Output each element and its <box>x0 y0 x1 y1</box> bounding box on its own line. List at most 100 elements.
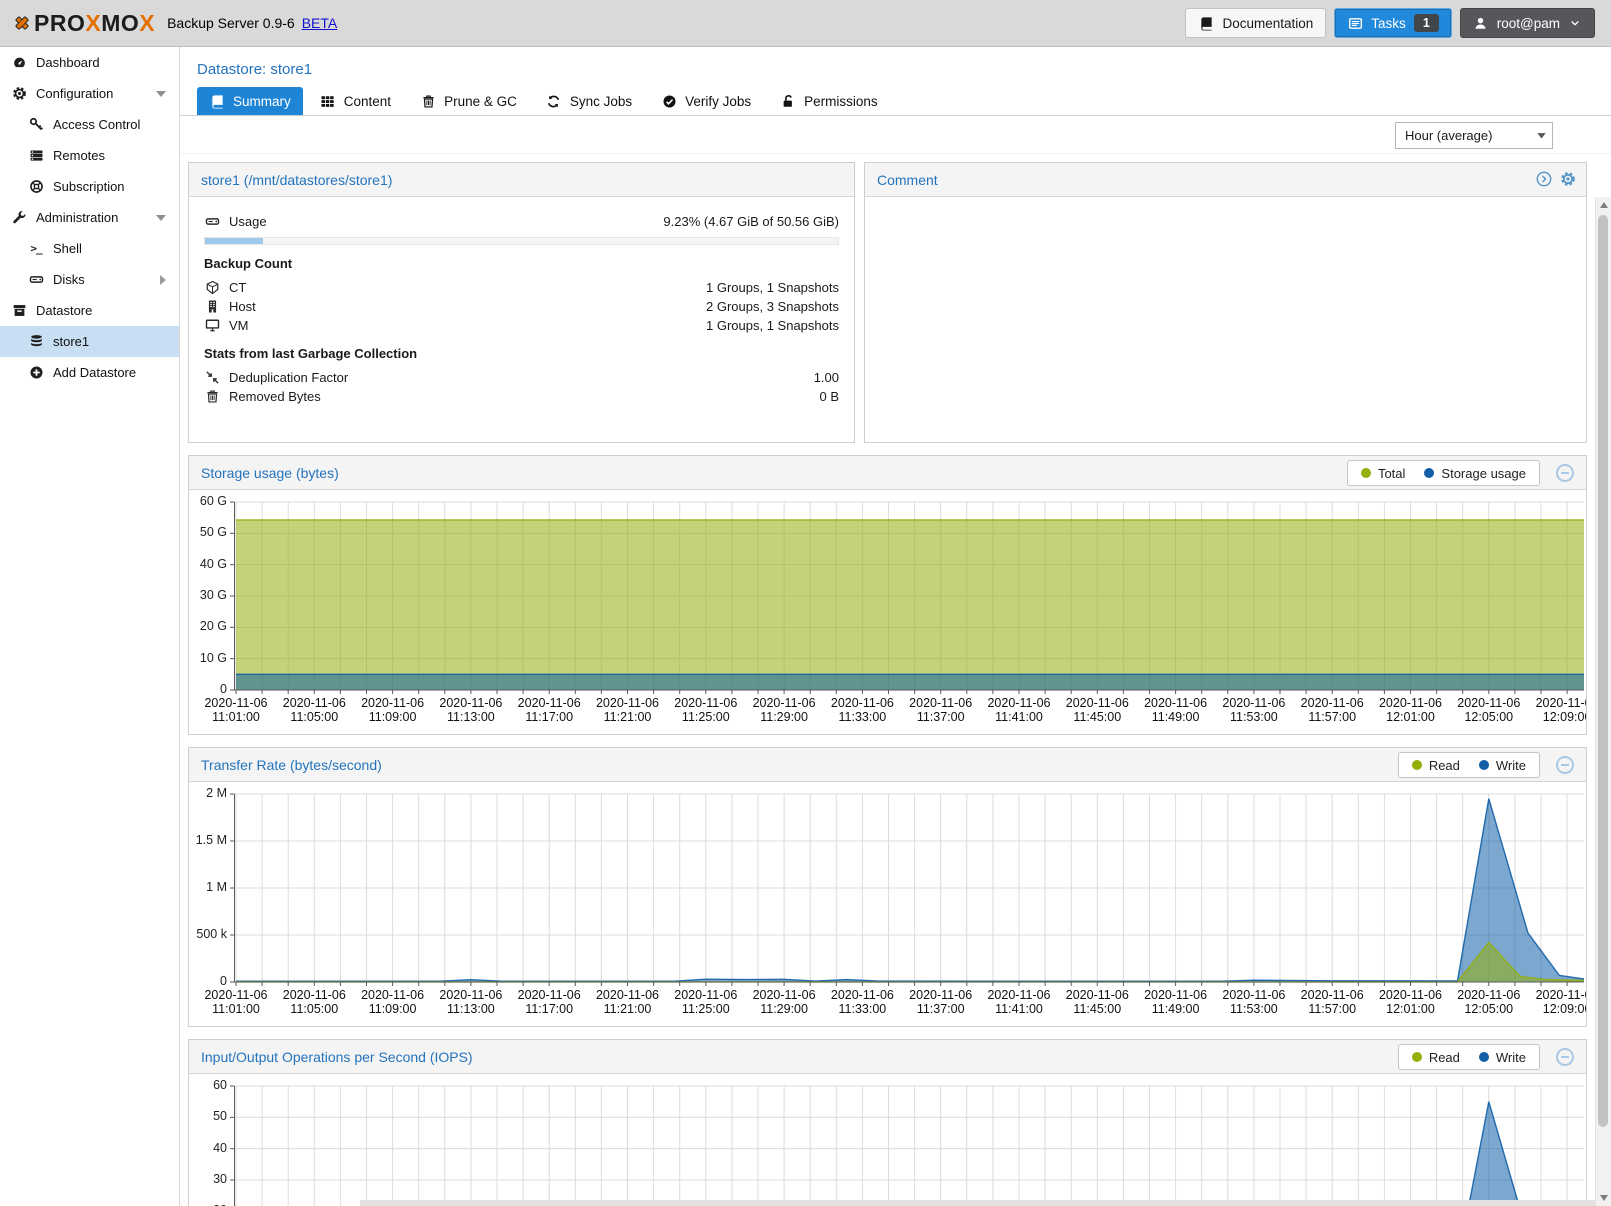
tab-label: Verify Jobs <box>685 93 752 109</box>
panel-collapse-icon[interactable] <box>1556 464 1574 482</box>
comment-body[interactable] <box>865 197 1586 443</box>
sidebar-item-administration[interactable]: Administration <box>0 202 179 233</box>
sidebar-item-access-control[interactable]: Access Control <box>0 109 179 140</box>
user-menu-button[interactable]: root@pam <box>1459 8 1595 38</box>
page-title: Datastore: store1 <box>197 61 313 78</box>
expand-arrow-icon[interactable] <box>160 274 166 285</box>
vm-icon <box>204 318 220 334</box>
scrollbar-thumb[interactable] <box>1598 215 1608 1127</box>
stat-value: 1.00 <box>813 370 839 385</box>
sidebar-item-label: Add Datastore <box>53 365 137 380</box>
legend-dot-icon <box>1411 760 1422 770</box>
tab-sync-jobs[interactable]: Sync Jobs <box>534 87 644 115</box>
dedup-icon <box>204 370 220 386</box>
x-axis-tick-label: 2020-11-06 11:33:00 <box>830 696 894 724</box>
collapse-arrow-icon[interactable] <box>156 90 166 97</box>
sidebar-item-label: Datastore <box>36 303 93 318</box>
legend-item-write[interactable]: Write <box>1478 1050 1526 1065</box>
sidebar-item-subscription[interactable]: Subscription <box>0 171 179 202</box>
y-axis-tick-label: 30 <box>213 1172 227 1186</box>
stat-row-vm: VM 1 Groups, 1 Snapshots <box>204 316 839 335</box>
legend-item-storage-usage[interactable]: Storage usage <box>1424 466 1526 481</box>
x-axis-tick-label: 2020-11-06 11:29:00 <box>752 988 816 1016</box>
permissions-icon <box>780 93 796 109</box>
panels-area: store1 (/mnt/datastores/store1) Usage 9.… <box>188 155 1587 1206</box>
panel-collapse-icon[interactable] <box>1556 756 1574 774</box>
stat-value: 1 Groups, 1 Snapshots <box>706 318 839 333</box>
collapse-arrow-icon[interactable] <box>156 214 166 221</box>
sidebar-item-remotes[interactable]: Remotes <box>0 140 179 171</box>
sidebar-item-configuration[interactable]: Configuration <box>0 78 179 109</box>
tab-content[interactable]: Content <box>308 87 403 115</box>
sidebar-item-label: Administration <box>36 210 119 225</box>
datastore-panel-title: store1 (/mnt/datastores/store1) <box>201 171 393 188</box>
time-range-select[interactable]: Hour (average) <box>1395 122 1553 149</box>
access-control-icon <box>28 117 44 133</box>
legend-label: Read <box>1428 1049 1460 1065</box>
scrollbar-down-arrow[interactable] <box>1596 1190 1611 1206</box>
stat-value: 1 Groups, 1 Snapshots <box>706 280 839 295</box>
legend-item-read[interactable]: Read <box>1411 1049 1460 1065</box>
documentation-button[interactable]: Documentation <box>1185 8 1327 38</box>
y-axis-tick-label: 2 M <box>206 786 227 800</box>
tab-prune-gc[interactable]: Prune & GC <box>408 87 529 115</box>
y-axis-tick-label: 20 G <box>199 619 227 634</box>
y-axis-tick-label: 50 <box>213 1109 227 1124</box>
tab-summary[interactable]: Summary <box>197 87 303 115</box>
y-axis-tick-label: 40 <box>213 1140 227 1155</box>
host-icon <box>204 299 220 315</box>
scrollbar-up-arrow[interactable] <box>1596 197 1611 213</box>
legend-item-write[interactable]: Write <box>1478 757 1526 773</box>
gear-icon[interactable] <box>1560 171 1576 187</box>
vertical-scrollbar[interactable] <box>1595 197 1611 1206</box>
store-icon <box>28 334 44 350</box>
comment-panel-title: Comment <box>877 171 938 188</box>
chart-plot <box>230 793 1585 986</box>
add-datastore-icon <box>28 365 44 381</box>
stat-label: Deduplication Factor <box>229 370 349 385</box>
legend-item-read[interactable]: Read <box>1411 757 1460 773</box>
sidebar-item-shell[interactable]: >_ Shell <box>0 233 179 264</box>
disks-icon <box>28 272 44 288</box>
tab-permissions[interactable]: Permissions <box>768 87 890 115</box>
chart-legend: Read Write <box>1397 752 1540 778</box>
stat-row-host: Host 2 Groups, 3 Snapshots <box>204 297 839 316</box>
sidebar-item-add-datastore[interactable]: Add Datastore <box>0 357 179 388</box>
legend-label: Read <box>1428 757 1460 773</box>
legend-label: Write <box>1495 757 1526 773</box>
tab-verify-jobs[interactable]: Verify Jobs <box>649 87 763 115</box>
legend-label: Storage usage <box>1441 465 1526 481</box>
top-bar: PRO X MO X Backup Server 0.9-6 BETA Documen… <box>0 0 1611 47</box>
bottom-edge <box>360 1200 1595 1206</box>
beta-link[interactable]: BETA <box>301 15 338 31</box>
y-axis-tick-label: 60 <box>213 1078 227 1092</box>
usage-progress-fill <box>205 238 264 244</box>
sidebar-item-label: store1 <box>53 334 90 349</box>
x-axis-tick-label: 2020-11-06 11:21:00 <box>595 696 659 724</box>
usage-label: Usage <box>229 213 267 229</box>
chart-body-iops: 60504030201002020-11-0611:01:002020-11-0… <box>189 1074 1586 1206</box>
main-content: Datastore: store1 Summary Content Prune & … <box>180 47 1611 1206</box>
sidebar-item-disks[interactable]: Disks <box>0 264 179 295</box>
sidebar-item-dashboard[interactable]: Dashboard <box>0 47 179 78</box>
backup-count-heading: Backup Count <box>204 256 293 271</box>
y-axis-tick-label: 60 G <box>199 494 227 508</box>
tab-label: Sync Jobs <box>569 93 633 109</box>
x-axis-tick-label: 2020-11-06 12:01:00 <box>1378 988 1442 1016</box>
x-axis-tick-label: 2020-11-06 11:05:00 <box>282 696 346 724</box>
tasks-button[interactable]: Tasks 1 <box>1334 8 1452 38</box>
sidebar-item-store1[interactable]: store1 <box>0 326 179 357</box>
sidebar-item-datastore[interactable]: Datastore <box>0 295 179 326</box>
chart-plot <box>230 1085 1584 1206</box>
sidebar: Dashboard Configuration Access Control Remo… <box>0 47 180 1206</box>
configuration-icon <box>11 86 27 102</box>
content-icon <box>320 93 336 109</box>
stat-label: Removed Bytes <box>229 389 321 404</box>
legend-item-total[interactable]: Total <box>1360 466 1405 481</box>
expand-circle-chevron-icon[interactable] <box>1536 171 1552 187</box>
combo-chevron-down-icon <box>1530 128 1552 144</box>
x-axis-tick-label: 2020-11-06 11:45:00 <box>1065 988 1129 1016</box>
x-axis-tick-label: 2020-11-06 11:41:00 <box>987 696 1051 724</box>
panel-collapse-icon[interactable] <box>1556 1048 1574 1066</box>
